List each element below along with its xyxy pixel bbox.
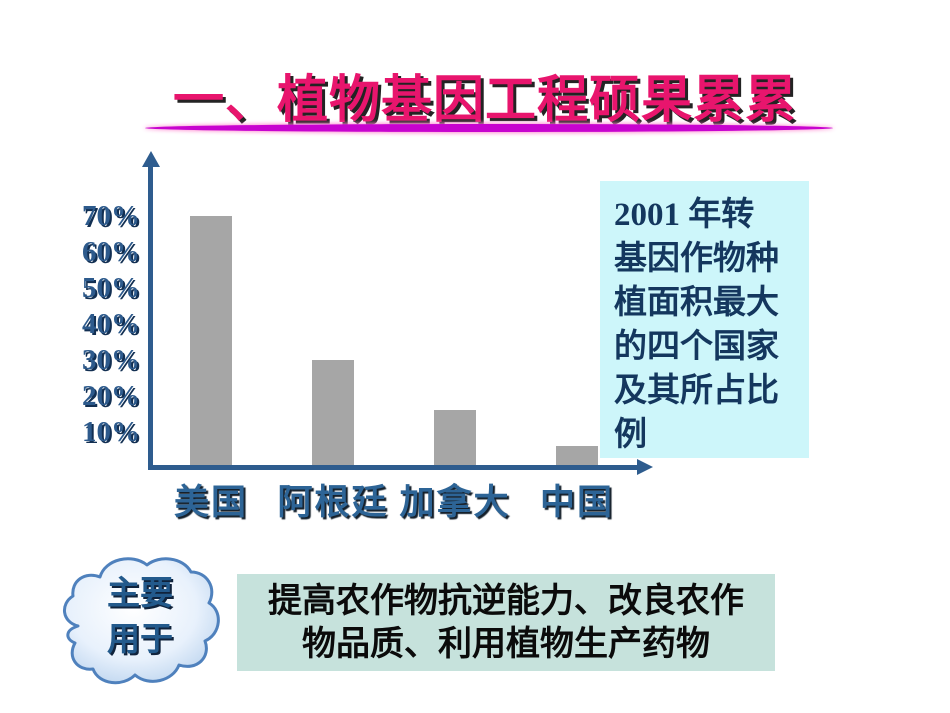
bar-中国 <box>556 446 598 468</box>
y-axis-arrow-icon <box>142 151 160 167</box>
title-underline <box>145 124 833 132</box>
x-category-label: 美国 <box>173 483 248 522</box>
cloud-callout: 主要 用于 <box>54 548 226 692</box>
cloud-label-line: 主要 <box>107 574 173 611</box>
cloud-label-line: 用于 <box>107 620 173 657</box>
y-tick-label: 30% <box>82 344 140 376</box>
main-uses-line: 提高农作物抗逆能力、改良农作 <box>268 582 744 620</box>
x-category-label: 加拿大 <box>399 483 511 522</box>
x-category-label: 阿根廷 <box>277 483 389 522</box>
main-uses-box: 提高农作物抗逆能力、改良农作 物品质、利用植物生产药物 <box>237 574 775 671</box>
note-line: 基因作物种 <box>614 241 779 277</box>
y-tick-label: 70% <box>82 200 140 232</box>
main-uses-line: 物品质、利用植物生产药物 <box>302 625 710 663</box>
y-axis <box>148 164 153 468</box>
note-box: 2001 年转 基因作物种 植面积最大 的四个国家 及其所占比 例 <box>600 181 809 458</box>
x-axis-arrow-icon <box>637 459 653 475</box>
note-line: 植面积最大 <box>614 285 779 321</box>
note-line: 及其所占比 <box>614 373 779 409</box>
y-tick-label: 50% <box>82 272 140 304</box>
y-tick-label: 60% <box>82 236 140 268</box>
x-axis <box>148 465 640 470</box>
y-tick-label: 10% <box>82 416 140 448</box>
note-line: 2001 年转 <box>614 197 755 233</box>
slide-title: 一、植物基因工程硕果累累 <box>172 71 797 128</box>
y-tick-label: 40% <box>82 308 140 340</box>
bar-美国 <box>190 216 232 468</box>
cloud-icon <box>63 557 220 685</box>
bar-阿根廷 <box>312 360 354 468</box>
note-line: 例 <box>614 417 647 453</box>
bar-加拿大 <box>434 410 476 468</box>
x-category-label: 中国 <box>539 483 614 522</box>
cloud-label: 主要 用于 <box>54 570 226 662</box>
note-line: 的四个国家 <box>614 329 779 365</box>
y-tick-label: 20% <box>82 380 140 412</box>
